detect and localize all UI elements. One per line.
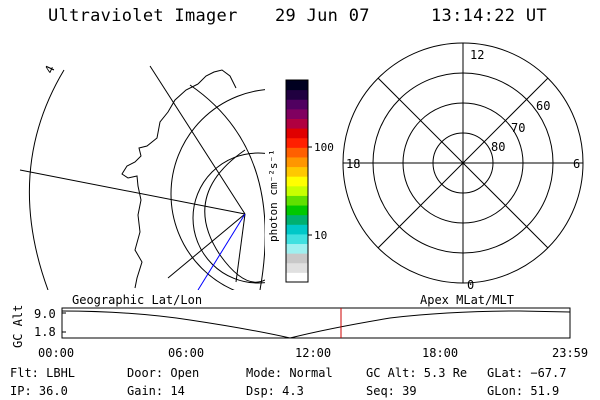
status-gc-alt: GC Alt: 5.3 Re [366,366,468,380]
map-meridian [167,213,246,279]
time-tick-18: 18:00 [422,346,458,360]
altitude-plot-frame [61,307,571,339]
status-ip: IP: 36.0 [10,384,68,398]
colorbar-cell [286,243,308,254]
mlat-label-70: 70 [511,121,525,135]
colorbar-cell [286,147,308,158]
colorbar-cell [286,195,308,206]
time-tick-12: 12:00 [295,346,331,360]
instrument-title: Ultraviolet Imager [48,6,238,26]
colorbar-cell [286,108,308,119]
colorbar-cell [286,185,308,196]
coastline [121,83,199,289]
altitude-ytick-max: 9.0 [34,307,56,321]
altitude-plot-right-title: Apex MLat/MLT [420,293,514,307]
colorbar-cell [286,166,308,177]
colorbar-tick-10: 10 [314,229,327,242]
colorbar-cell [286,128,308,139]
altitude-curve [61,310,571,339]
colorbar-cell [286,272,308,283]
colorbar: 100 10 photon cm⁻²s⁻¹ [267,79,334,283]
colorbar-cell [286,80,308,91]
colorbar-frame [285,79,309,283]
colorbar-tick-100: 100 [314,141,334,154]
satellite-track [197,213,246,290]
colorbar-cell [286,89,308,100]
coastline [197,69,237,89]
mlt-label-12: 12 [470,48,484,62]
colorbar-unit-label: photon cm⁻²s⁻¹ [267,149,280,242]
status-glon: GLon: 51.9 [487,384,560,398]
altitude-plot-left-title: Geographic Lat/Lon [72,293,202,307]
map-meridian [149,65,246,215]
altitude-ylabel: GC Alt [11,305,25,348]
map-grid-circle [170,89,265,290]
altitude-ytick-min: 1.8 [34,325,56,339]
map-grid-arc [28,69,65,290]
status-door: Door: Open [127,366,200,380]
colorbar-cell [286,99,308,110]
colorbar-cell [286,118,308,129]
mlt-label-0: 0 [467,278,474,292]
time-tick-06: 06:00 [168,346,204,360]
colorbar-cell [286,224,308,235]
time-tick-00: 00:00 [38,346,74,360]
mlt-label-18: 18 [346,157,360,171]
status-flt: Flt: LBHL [10,366,76,380]
map-grid-circle [192,152,265,284]
colorbar-cell [286,214,308,225]
status-seq: Seq: 39 [366,384,417,398]
mlat-label-80: 80 [491,140,505,154]
colorbar-cell [286,262,308,273]
mlt-label-6: 6 [573,157,580,171]
map-grid-arc [189,84,265,290]
status-gain: Gain: 14 [127,384,185,398]
map-meridian [235,213,246,283]
polar-diagonal [377,77,549,249]
status-mode: Mode: Normal [246,366,333,380]
status-dsp: Dsp: 4.3 [246,384,304,398]
colorbar-cell [286,137,308,148]
mlat-label-60: 60 [536,99,550,113]
time-tick-2359: 23:59 [552,346,588,360]
colorbar-cell [286,156,308,168]
date-label: 29 Jun 07 [275,6,370,26]
colorbar-scale [286,80,308,283]
time-label: 13:14:22 UT [431,6,547,26]
colorbar-cell [286,176,308,187]
colorbar-cell [286,233,308,245]
colorbar-cell [286,253,308,264]
map-meridian [19,169,246,215]
status-glat: GLat: −67.7 [487,366,567,380]
colorbar-cell [286,205,308,216]
